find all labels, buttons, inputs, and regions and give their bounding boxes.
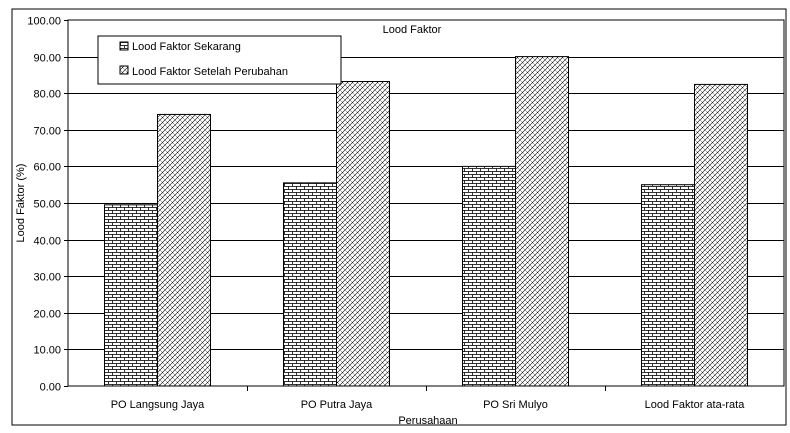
bar-sekarang-0 (104, 204, 158, 387)
bars (104, 56, 748, 387)
bar-sekarang-3 (641, 184, 695, 387)
y-tick-label: 90.00 (33, 53, 61, 65)
y-axis-label: Lood Faktor (%) (15, 164, 27, 243)
legend-label-sekarang: Lood Faktor Sekarang (132, 41, 241, 53)
y-tick-label: 20.00 (33, 309, 61, 321)
y-tick-label: 70.00 (33, 126, 61, 138)
x-tick-label: Lood Faktor ata-rata (645, 399, 746, 411)
legend-box (97, 35, 342, 85)
legend: Lood Faktor Sekarang Lood Faktor Setelah… (97, 35, 342, 85)
y-axis-ticks: 0.00 10.00 20.00 30.00 40.00 50.00 60.00 70.00 8… (27, 16, 68, 394)
x-axis-ticks: PO Langsung Jaya PO Putra Jaya PO Sri Muly… (111, 386, 746, 411)
y-tick-label: 80.00 (33, 89, 61, 101)
y-tick-label: 50.00 (33, 199, 61, 211)
y-tick-label: 60.00 (33, 162, 61, 174)
legend-label-setelah: Lood Faktor Setelah Perubahan (132, 66, 288, 78)
y-tick-label: 40.00 (33, 236, 61, 248)
bar-sekarang-2 (462, 165, 516, 387)
bar-sekarang-1 (283, 182, 337, 387)
y-tick-label: 30.00 (33, 272, 61, 284)
bar-setelah-3 (694, 83, 748, 387)
legend-swatch-sekarang (119, 41, 129, 51)
x-tick-label: PO Sri Mulyo (483, 399, 548, 411)
bar-setelah-1 (336, 80, 390, 387)
legend-swatch-setelah (119, 65, 129, 75)
x-tick-label: PO Putra Jaya (301, 399, 373, 411)
bar-setelah-0 (157, 113, 211, 387)
x-tick-label: PO Langsung Jaya (111, 399, 205, 411)
y-tick-label: 100.00 (27, 16, 61, 28)
x-axis-label: Perusahaan (398, 415, 457, 427)
y-tick-label: 0.00 (40, 382, 61, 394)
bar-setelah-2 (515, 56, 569, 387)
plot-area-border (67, 19, 785, 387)
chart-title: Lood Faktor (383, 24, 442, 36)
y-tick-label: 10.00 (33, 345, 61, 357)
